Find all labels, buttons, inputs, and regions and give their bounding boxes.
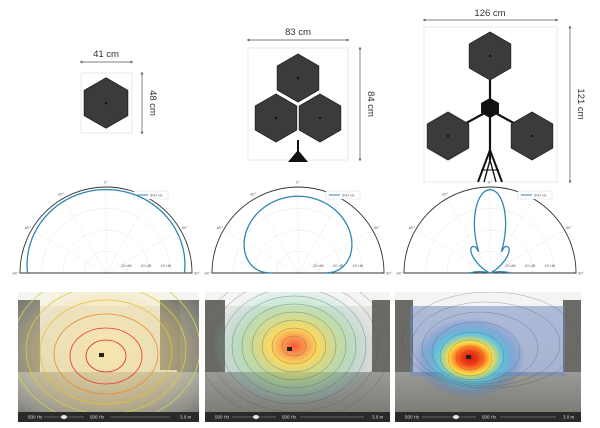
polar-frame — [19, 186, 193, 274]
hex-panel-right — [510, 111, 554, 161]
polar-plot-2: 0°30°-30°60°-60°90°-90°-10 dB-20 dB-30 d… — [203, 180, 392, 276]
heatmap-2-bar-right: 3.0 m — [372, 415, 384, 420]
polar-grid-spoke — [105, 198, 150, 274]
heatmap-3-bar-left: 500 Hz — [405, 415, 420, 420]
polar-legend-label: 500 Hz — [150, 193, 163, 198]
config-2-width-label: 83 cm — [285, 27, 311, 38]
polar-angle-label: 0° — [296, 180, 300, 185]
config-3-width-label: 126 cm — [474, 8, 505, 19]
polar-grid-spoke — [297, 198, 342, 274]
polar-angle-label: -90° — [203, 271, 211, 276]
polar-db-label: -10 dB — [351, 263, 363, 268]
heatmap-3-bar-right: 3.0 m — [563, 415, 575, 420]
polar-angle-label: -60° — [215, 225, 223, 230]
polar-pattern-curve — [469, 188, 511, 274]
polar-angle-label: 90° — [578, 271, 584, 276]
polar-angle-label: -90° — [395, 271, 403, 276]
heatmap-3: 500 Hz 500 Hz 3.0 m — [395, 292, 581, 422]
polar-grid-spoke — [31, 229, 107, 274]
heatmap-3-slider[interactable] — [453, 415, 459, 419]
polar-angle-label: 0° — [104, 180, 108, 185]
polar-db-label: -30 dB — [504, 263, 516, 268]
polar-frame — [403, 186, 577, 274]
polar-legend — [325, 190, 361, 200]
polar-plot-3: 0°30°-30°60°-60°90°-90°-10 dB-20 dB-30 d… — [395, 180, 584, 276]
polar-legend — [517, 190, 553, 200]
polar-db-label: -10 dB — [159, 263, 171, 268]
polar-angle-label: 60° — [374, 225, 380, 230]
polar-angle-label: 90° — [386, 271, 392, 276]
config-1-single-panel: 41 cm 48 cm — [79, 49, 158, 135]
polar-pattern-curve — [243, 195, 353, 274]
hex-panel-left — [426, 111, 470, 161]
polar-grid-spoke — [489, 229, 565, 274]
heatmap-2: 500 Hz 500 Hz 3.0 m — [205, 292, 390, 422]
polar-angle-label: -30° — [441, 192, 449, 197]
config-1-height-label: 48 cm — [147, 90, 158, 116]
polar-angle-label: 90° — [194, 271, 200, 276]
polar-angle-label: -60° — [407, 225, 415, 230]
polar-grid-spoke — [254, 198, 299, 274]
polar-db-label: -10 dB — [543, 263, 555, 268]
hex-panel-top — [276, 53, 320, 103]
polar-grid-spoke — [223, 229, 299, 274]
heatmap-1: 500 Hz 500 Hz 3.0 m — [18, 292, 199, 422]
config-2-three-panels: 83 cm 84 cm — [246, 27, 376, 162]
polar-angle-label: -30° — [249, 192, 257, 197]
polar-plot-1: 0°30°-30°60°-60°90°-90°-10 dB-20 dB-30 d… — [11, 180, 200, 276]
polar-legend-label: 500 Hz — [534, 193, 547, 198]
polar-grid-spoke — [105, 229, 181, 274]
hex-panel-top — [468, 31, 512, 81]
heatmap-2-slider[interactable] — [253, 415, 259, 419]
config-1-width-label: 41 cm — [93, 49, 119, 60]
polar-db-label: -20 dB — [332, 263, 344, 268]
heatmap-2-bar-left: 500 Hz — [215, 415, 230, 420]
config-3-height-label: 121 cm — [575, 88, 586, 119]
polar-angle-label: -30° — [57, 192, 65, 197]
heatmap-1-bar-right: 3.0 m — [180, 415, 192, 420]
hex-panel-right — [298, 93, 342, 143]
polar-angle-label: 60° — [566, 225, 572, 230]
polar-db-label: -20 dB — [140, 263, 152, 268]
polar-legend-label: 500 Hz — [342, 193, 355, 198]
hex-panel — [83, 77, 129, 129]
heatmap-1-slider[interactable] — [61, 415, 67, 419]
config-2-height-label: 84 cm — [365, 91, 376, 117]
polar-grid-spoke — [62, 198, 107, 274]
polar-db-label: -20 dB — [524, 263, 536, 268]
heatmap-3-bar-mid: 500 Hz — [482, 415, 497, 420]
hex-panel-left — [254, 93, 298, 143]
polar-db-label: -30 dB — [312, 263, 324, 268]
heatmap-1-bar-mid: 500 Hz — [90, 415, 105, 420]
config-3-spread-panels: 126 cm 121 cm — [422, 8, 586, 184]
heatmap-1-bar-left: 500 Hz — [28, 415, 43, 420]
polar-plots: 0°30°-30°60°-60°90°-90°-10 dB-20 dB-30 d… — [11, 180, 584, 276]
polar-angle-label: -90° — [11, 271, 19, 276]
heatmap-2-bar-mid: 500 Hz — [282, 415, 297, 420]
polar-frame — [211, 186, 385, 274]
polar-db-label: -30 dB — [120, 263, 132, 268]
polar-grid-spoke — [489, 198, 534, 274]
polar-angle-label: -60° — [23, 225, 31, 230]
polar-angle-label: 0° — [488, 180, 492, 185]
polar-grid-spoke — [297, 229, 373, 274]
polar-grid-spoke — [446, 198, 491, 274]
polar-angle-label: 60° — [182, 225, 188, 230]
polar-pattern-curve — [26, 188, 186, 274]
polar-grid-spoke — [415, 229, 491, 274]
